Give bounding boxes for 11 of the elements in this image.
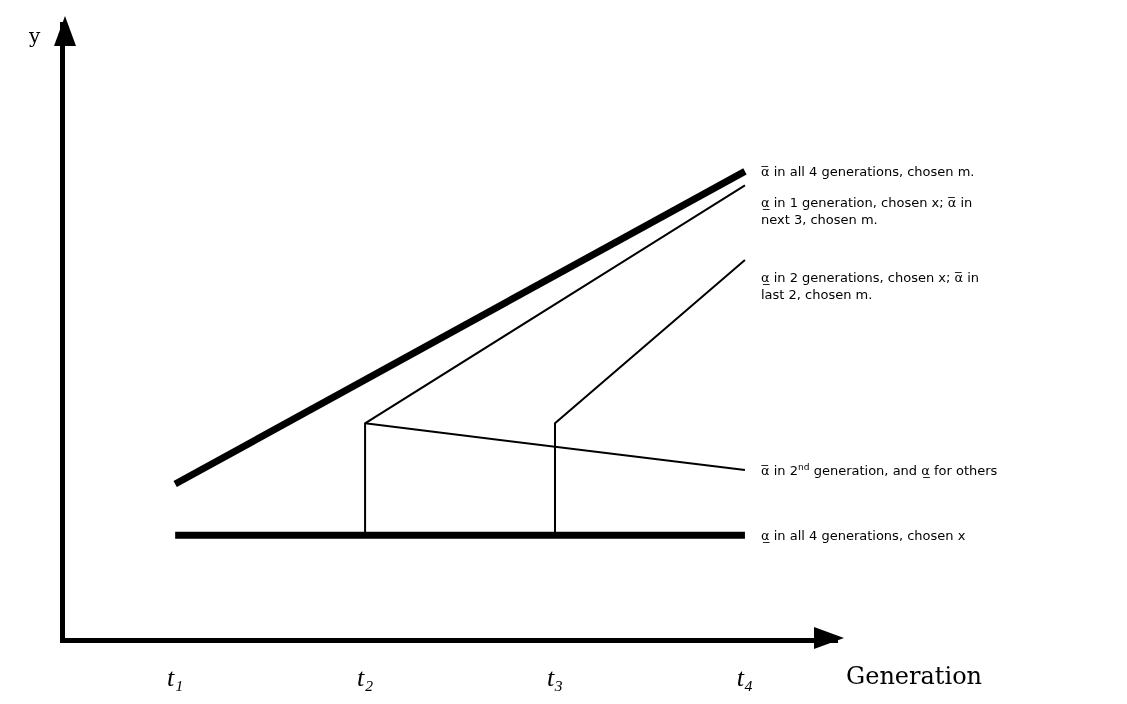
series-label: α̲ in 2 generations, chosen x; α̅ in last 2, chosen m. (761, 270, 980, 302)
series-label: α̅ in 2$^{nd}$ generation, and α̲ for others (761, 462, 998, 479)
x-axis-title: Generation (846, 662, 983, 690)
x-tick-label: t₄ (736, 663, 754, 693)
series-label: α̅ in all 4 generations, chosen m. (761, 164, 975, 179)
x-tick-label: t₃ (546, 663, 564, 693)
series-label: α̲ in all 4 generations, chosen x (761, 528, 966, 543)
x-tick-label: t₁ (167, 663, 184, 693)
text: y (28, 24, 41, 48)
series-label: α̲ in 1 generation, chosen x; α̅ in next 3, chosen m. (761, 195, 973, 227)
x-tick-label: t₂ (356, 663, 374, 693)
